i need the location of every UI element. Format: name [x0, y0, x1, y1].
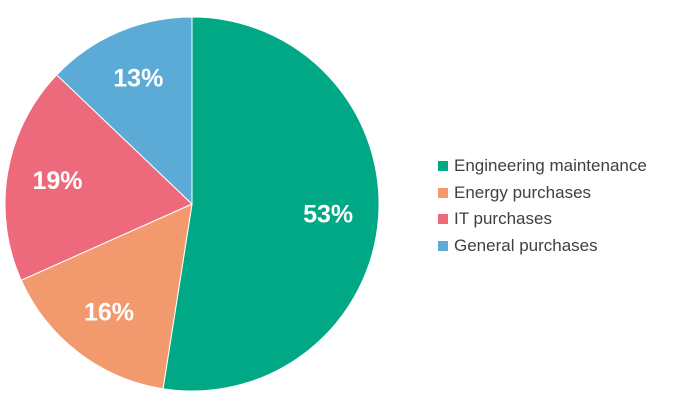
- pie-slice-energy-purchases: [20, 203, 193, 390]
- pie-slice-general-purchases: [56, 16, 193, 206]
- data-label-general-purchases: 13%: [113, 64, 163, 92]
- pie-labels: 53% 16% 19% 13%: [32, 64, 353, 326]
- legend-swatch: [438, 240, 448, 251]
- pie-slice-engineering-maintenance: [162, 16, 380, 392]
- pie-slice-it-purchases: [4, 74, 193, 281]
- pie-slices: [4, 16, 380, 392]
- legend-label: Engineering maintenance: [454, 156, 647, 176]
- legend-item-it-purchases: IT purchases: [438, 206, 647, 233]
- legend-item-general-purchases: General purchases: [438, 233, 647, 260]
- pie-chart: 53% 16% 19% 13%: [4, 16, 380, 392]
- legend-item-engineering-maintenance: Engineering maintenance: [438, 153, 647, 180]
- legend-swatch: [438, 214, 448, 225]
- legend: Engineering maintenance Energy purchases I…: [438, 153, 647, 259]
- data-label-engineering-maintenance: 53%: [303, 201, 353, 229]
- legend-item-energy-purchases: Energy purchases: [438, 180, 647, 207]
- data-label-energy-purchases: 16%: [84, 298, 134, 326]
- legend-swatch: [438, 187, 448, 198]
- data-label-it-purchases: 19%: [32, 167, 82, 195]
- legend-label: General purchases: [454, 235, 598, 255]
- legend-swatch: [438, 161, 448, 172]
- legend-label: IT purchases: [454, 209, 552, 229]
- legend-label: Energy purchases: [454, 182, 592, 202]
